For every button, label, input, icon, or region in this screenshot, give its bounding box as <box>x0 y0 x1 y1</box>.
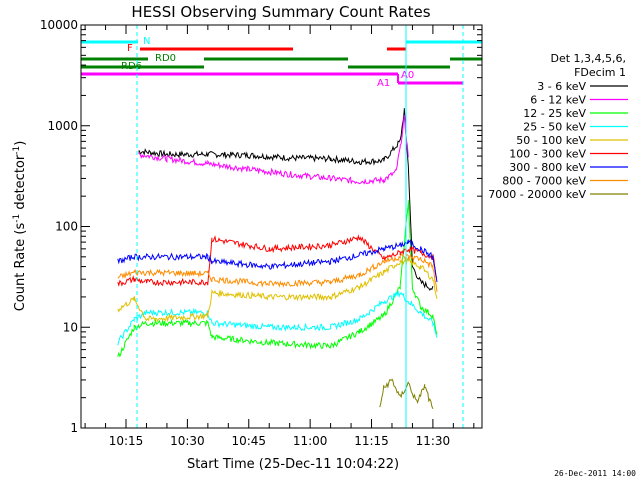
legend-label-3: 25 - 50 keV <box>523 121 586 134</box>
series-line-2 <box>117 200 438 358</box>
legend-label-7: 800 - 7000 keV <box>502 175 586 188</box>
flag-n-label: N <box>143 36 150 47</box>
legend-label-4: 50 - 100 keV <box>516 134 586 147</box>
y-axis-label: Count Rate (s-1 detector-1) <box>12 141 28 312</box>
x-tick-label-5: 11:30 <box>416 434 451 448</box>
series-layer <box>117 108 438 409</box>
series-line-7 <box>117 253 438 292</box>
axis-ticks <box>81 25 482 429</box>
series-line-3 <box>117 290 438 346</box>
legend-label-8: 7000 - 20000 keV <box>488 188 586 201</box>
flag-a0-label: A0 <box>401 70 414 81</box>
y-label-part1: Count Rate (s <box>13 223 28 312</box>
series-line-0 <box>138 108 434 291</box>
flag-bars: NF RD0 RD6 A1 A0 <box>81 36 482 89</box>
legend-label-6: 300 - 800 keV <box>509 161 586 174</box>
series-line-1 <box>137 114 409 185</box>
x-axis-label: Start Time (25-Dec-11 10:04:22) <box>187 457 399 472</box>
legend-header-2: FDecim 1 <box>574 66 626 79</box>
y-label-part3: ) <box>13 141 28 146</box>
y-label-sup2: -1 <box>12 146 22 155</box>
y-label-sup1: -1 <box>12 214 22 223</box>
x-tick-label-2: 10:45 <box>231 434 266 448</box>
legend-header-1: Det 1,3,4,5,6, <box>550 52 626 65</box>
tick-labels: 1 10 100 1000 10000 10:15 10:30 10:45 11:00 11:15… <box>40 18 450 448</box>
legend-label-0: 3 - 6 keV <box>537 80 586 93</box>
flag-f-label: F <box>127 43 133 54</box>
x-tick-label-1: 10:30 <box>170 434 205 448</box>
x-tick-label-3: 11:00 <box>293 434 328 448</box>
x-tick-label-0: 10:15 <box>109 434 144 448</box>
y-label-part2: detector <box>13 154 28 214</box>
series-line-6 <box>117 239 438 283</box>
series-line-4 <box>117 256 438 323</box>
footer-timestamp: 26-Dec-2011 14:00 <box>554 469 636 478</box>
series-line-5 <box>117 234 438 287</box>
y-tick-label-0: 1 <box>70 421 78 435</box>
flag-a1-label: A1 <box>377 78 390 89</box>
legend-label-1: 6 - 12 keV <box>530 94 586 107</box>
y-tick-label-4: 10000 <box>40 18 78 32</box>
y-tick-label-1: 10 <box>63 320 78 334</box>
chart-title: HESSI Observing Summary Count Rates <box>131 3 430 21</box>
legend-label-5: 100 - 300 keV <box>509 148 586 161</box>
y-tick-label-2: 100 <box>55 220 78 234</box>
x-tick-label-4: 11:15 <box>354 434 389 448</box>
flag-rd6-label: RD6 <box>121 61 142 72</box>
legend-label-2: 12 - 25 keV <box>523 107 586 120</box>
y-tick-label-3: 1000 <box>47 119 78 133</box>
flag-rd0-label: RD0 <box>155 53 176 64</box>
